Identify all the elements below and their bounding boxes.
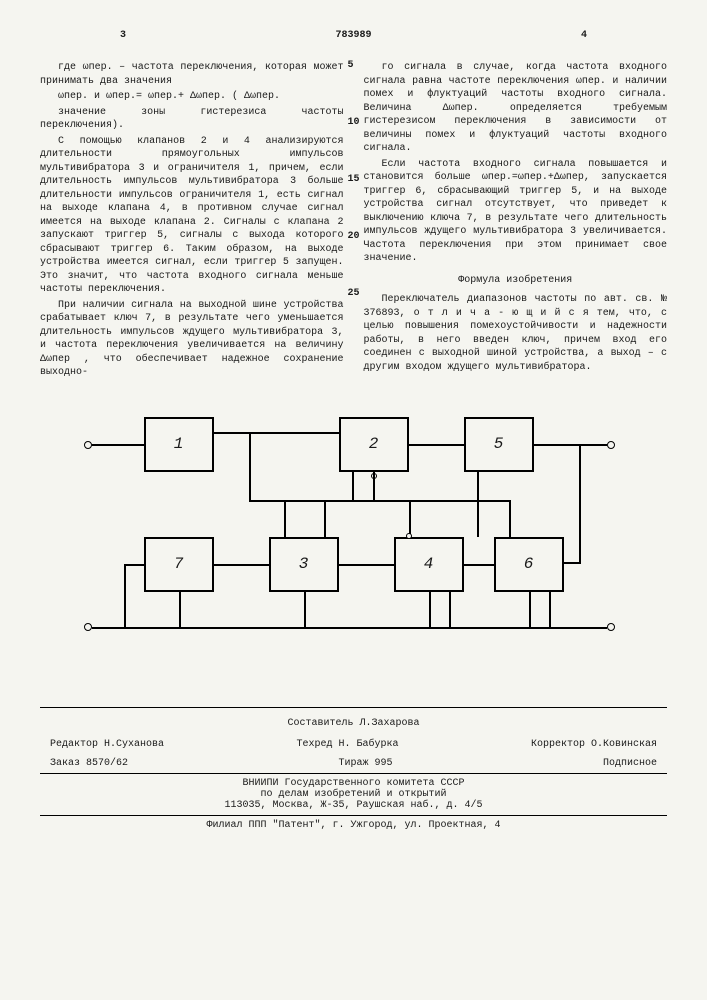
wire (249, 432, 251, 502)
line-marker: 5 (347, 60, 359, 71)
wire (409, 444, 464, 446)
block-6: 6 (494, 537, 564, 592)
footer-circulation: Тираж 995 (338, 758, 392, 769)
paragraph: С помощью клапанов 2 и 4 анализируются д… (40, 135, 344, 297)
wire (477, 472, 479, 537)
footer-order: Заказ 8570/62 (50, 758, 128, 769)
block-7: 7 (144, 537, 214, 592)
block-4: 4 (394, 537, 464, 592)
paragraph: го сигнала в случае, когда частота входн… (364, 61, 668, 156)
line-marker: 10 (347, 117, 359, 128)
block-1: 1 (144, 417, 214, 472)
page-num-left: 3 (120, 30, 126, 41)
line-marker: 15 (347, 174, 359, 185)
wire (124, 564, 144, 566)
footer-branch: Филиал ППП "Патент", г. Ужгород, ул. Про… (40, 820, 667, 831)
wire (304, 592, 306, 627)
line-number-markers: 5 10 15 20 25 (347, 60, 359, 299)
left-column: где ωпер. – частота переключения, котора… (40, 61, 344, 382)
footer: Составитель Л.Захарова Редактор Н.Сухано… (40, 707, 667, 831)
wire (92, 444, 144, 446)
wire (564, 562, 581, 564)
formula-title: Формула изобретения (364, 274, 668, 288)
wire (449, 592, 451, 627)
footer-tech-editor: Техред Н. Бабурка (296, 739, 398, 750)
wire (477, 500, 511, 502)
terminal-icon (84, 441, 92, 449)
footer-compiler: Составитель Л.Захарова (40, 718, 667, 729)
terminal-icon (607, 623, 615, 631)
footer-order-row: Заказ 8570/62 Тираж 995 Подписное (40, 758, 667, 774)
wire (579, 444, 581, 564)
node-icon (406, 533, 412, 539)
footer-department: по делам изобретений и открытий (40, 789, 667, 800)
paragraph: значение зоны гистерезиса частоты перекл… (40, 106, 344, 133)
footer-names-row: Редактор Н.Суханова Техред Н. Бабурка Ко… (40, 739, 667, 750)
wire (124, 564, 126, 627)
paragraph: где ωпер. – частота переключения, котора… (40, 61, 344, 88)
circuit-diagram: 1 2 5 7 3 4 6 (74, 407, 634, 687)
wire (214, 564, 269, 566)
block-3: 3 (269, 537, 339, 592)
paragraph: При наличии сигнала на выходной шине уст… (40, 299, 344, 380)
paragraph: Если частота входного сигнала повышается… (364, 158, 668, 266)
block-5: 5 (464, 417, 534, 472)
paragraph: ωпер. и ωпер.= ωпер.+ Δωпер. ( Δωпер. (40, 90, 344, 104)
footer-editor: Редактор Н.Суханова (50, 739, 164, 750)
page-num-right: 4 (581, 30, 587, 41)
wire (529, 592, 531, 627)
wire (214, 432, 339, 434)
wire (324, 500, 326, 537)
wire (464, 564, 494, 566)
footer-institute-block: ВНИИПИ Государственного комитета СССР по… (40, 778, 667, 816)
paragraph: Переключатель диапазонов частоты по авт.… (364, 293, 668, 374)
wire (324, 500, 354, 502)
wire (339, 564, 394, 566)
right-column: го сигнала в случае, когда частота входн… (364, 61, 668, 382)
patent-number: 783989 (335, 30, 371, 41)
wire (179, 592, 181, 627)
wire (284, 500, 286, 537)
wire (352, 472, 354, 502)
wire (92, 627, 607, 629)
terminal-icon (607, 441, 615, 449)
footer-institute: ВНИИПИ Государственного комитета СССР (40, 778, 667, 789)
footer-subscription: Подписное (603, 758, 657, 769)
line-marker: 25 (347, 288, 359, 299)
footer-address: 113035, Москва, Ж-35, Раушская наб., д. … (40, 800, 667, 811)
terminal-icon (84, 623, 92, 631)
footer-corrector: Корректор О.Ковинская (531, 739, 657, 750)
wire (579, 444, 607, 446)
line-marker: 20 (347, 231, 359, 242)
wire (429, 592, 431, 627)
block-2: 2 (339, 417, 409, 472)
wire (409, 500, 411, 537)
wire (549, 592, 551, 627)
wire (509, 500, 511, 537)
wire (373, 472, 375, 502)
